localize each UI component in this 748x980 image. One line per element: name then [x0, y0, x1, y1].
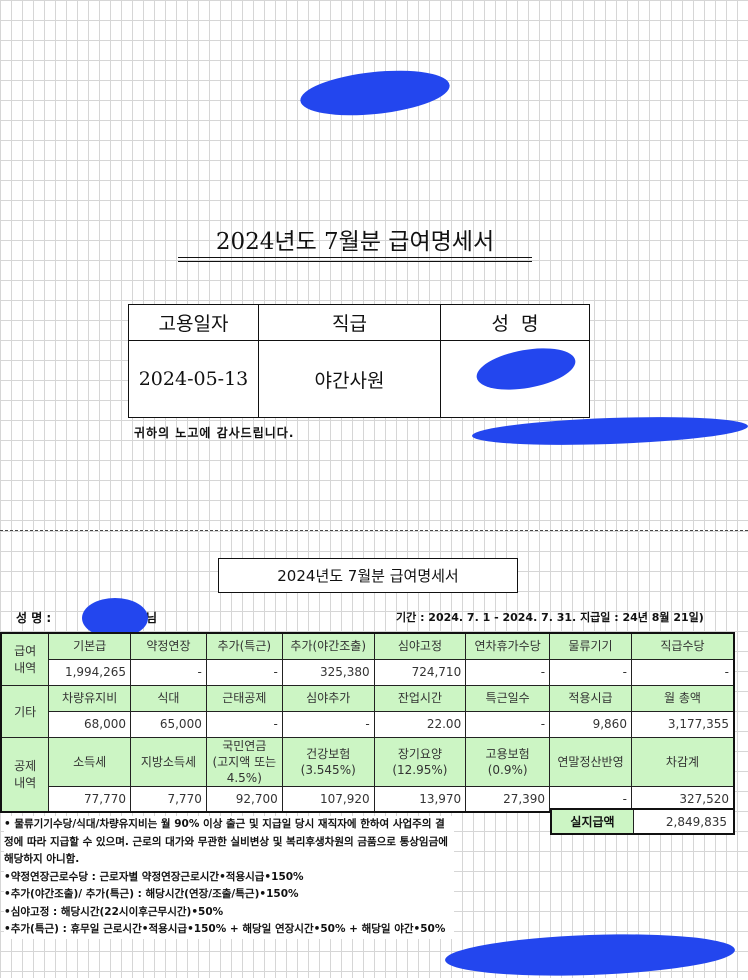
value-row: 77,770 7,770 92,700 107,920 13,970 27,390-327…: [1, 785, 735, 813]
header-row: 급여 내역 기본급 약정연장 추가(특근) 추가(야간조출) 심야고정 연차휴가수당 물류기기…: [0, 632, 735, 686]
slip-title: 2024년도 7월분 급여명세서: [218, 558, 518, 593]
header-name: 성 명: [441, 305, 589, 341]
column-header: 근태공제: [205, 684, 283, 712]
pay-period: 기간 : 2024. 7. 1 - 2024. 7. 31. 지급일 : 24년…: [396, 611, 704, 624]
column-header: 잔업시간: [373, 684, 467, 712]
note-item: •추가(야간조출)/ 추가(특근) : 해당시간(연장/조출/특근)•150%: [4, 888, 299, 900]
title-double-underline: [178, 257, 532, 262]
cell-value: 13,970: [373, 785, 467, 813]
column-header: 식대: [130, 684, 207, 712]
cell-value: 22.00: [373, 710, 467, 738]
thanks-message: 귀하의 노고에 감사드립니다.: [134, 426, 295, 440]
page-title: 2024년도 7월분 급여명세서: [215, 229, 495, 255]
value-row: 68,000 65,000- -22.00-9,860 3,177,355: [1, 710, 735, 738]
column-header: 국민연금 (고지액 또는 4.5%): [205, 736, 283, 787]
net-pay-box: 실지급액 2,849,835: [550, 808, 735, 835]
column-header: 특근일수: [465, 684, 551, 712]
net-pay-value: 2,849,835: [665, 814, 727, 829]
notes: • 물류기기수당/식대/차량유지비는 월 90% 이상 출근 및 지급일 당시 …: [4, 816, 454, 939]
column-header: 차량유지비: [48, 684, 132, 712]
cell-value: 3,177,355: [630, 710, 735, 738]
column-header: 심야추가: [281, 684, 375, 712]
header-hire-date: 고용일자: [129, 305, 259, 341]
cell-value: 107,920: [281, 785, 375, 813]
hire-date-value: 2024-05-13: [129, 341, 259, 417]
cell-value: -: [549, 658, 632, 686]
section-label: 공제 내역: [0, 736, 50, 813]
note-item: •심야고정 : 해당시간(22시이후근무시간)•50%: [4, 905, 224, 918]
cell-value: -: [465, 710, 551, 738]
redaction-mark: [82, 598, 148, 638]
cell-value: 9,860: [549, 710, 632, 738]
cell-value: 65,000: [130, 710, 207, 738]
cell-value: 27,390: [465, 785, 551, 813]
column-header: 심야고정: [373, 632, 467, 660]
header-rank: 직급: [259, 305, 441, 341]
column-header: 직급수당: [630, 632, 735, 660]
cell-value: -: [630, 658, 735, 686]
cell-value: 724,710: [373, 658, 467, 686]
note-item: • 물류기기수당/식대/차량유지비는 월 90% 이상 출근 및 지급일 당시 …: [4, 818, 448, 865]
cell-value: 327,520: [630, 785, 735, 813]
column-header: 기본급: [48, 632, 132, 660]
employee-info-table: 고용일자 직급 성 명 2024-05-13 야간사원: [128, 304, 590, 418]
cell-value: 325,380: [281, 658, 375, 686]
column-header: 건강보험 (3.545%): [281, 736, 375, 787]
header-row: 기타 차량유지비 식대 근태공제 심야추가 잔업시간 특근일수 적용시급 월 총액: [0, 684, 735, 738]
cell-value: -: [281, 710, 375, 738]
note-item: •추가(특근) : 휴무일 근로시간•적용시급•150% + 해당일 연장시간•…: [4, 923, 446, 935]
column-header: 월 총액: [630, 684, 735, 712]
section-label: 급여 내역: [0, 632, 50, 686]
cell-value: -: [130, 658, 207, 686]
column-header: 지방소득세: [130, 736, 207, 787]
column-header: 적용시급: [549, 684, 632, 712]
cell-value: 77,770: [48, 785, 132, 813]
column-header: 고용보험 (0.9%): [465, 736, 551, 787]
payroll-table: 급여 내역 기본급 약정연장 추가(특근) 추가(야간조출) 심야고정 연차휴가수당 물류기기…: [0, 632, 735, 813]
header-row: 공제 내역 소득세 지방소득세 국민연금 (고지액 또는 4.5%) 건강보험 (3.5…: [0, 736, 735, 813]
column-header: 차감계: [630, 736, 735, 787]
cell-value: 92,700: [205, 785, 283, 813]
name-label: 성 명 :: [16, 611, 52, 625]
section-label: 기타: [0, 684, 50, 738]
note-item: •약정연장근로수당 : 근로자별 약정연장근로시간•적용시급•150%: [4, 870, 304, 883]
cell-value: 68,000: [48, 710, 132, 738]
column-header: 물류기기: [549, 632, 632, 660]
column-header: 추가(특근): [205, 632, 283, 660]
cell-value: -: [205, 710, 283, 738]
column-header: 장기요양 (12.95%): [373, 736, 467, 787]
cell-value: -: [205, 658, 283, 686]
cell-value: 1,994,265: [48, 658, 132, 686]
column-header: 연차휴가수당: [465, 632, 551, 660]
name-suffix: 님: [146, 611, 158, 625]
cell-value: -: [465, 658, 551, 686]
column-header: 약정연장: [130, 632, 207, 660]
rank-value: 야간사원: [259, 341, 441, 417]
column-header: 소득세: [48, 736, 132, 787]
cell-value: 7,770: [130, 785, 207, 813]
column-header: 연말정산반영: [549, 736, 632, 787]
cut-line: [0, 530, 748, 531]
value-row: 1,994,265- -325,380 724,710- - -: [1, 658, 735, 686]
net-pay-label: 실지급액: [552, 810, 634, 833]
column-header: 추가(야간조출): [281, 632, 375, 660]
